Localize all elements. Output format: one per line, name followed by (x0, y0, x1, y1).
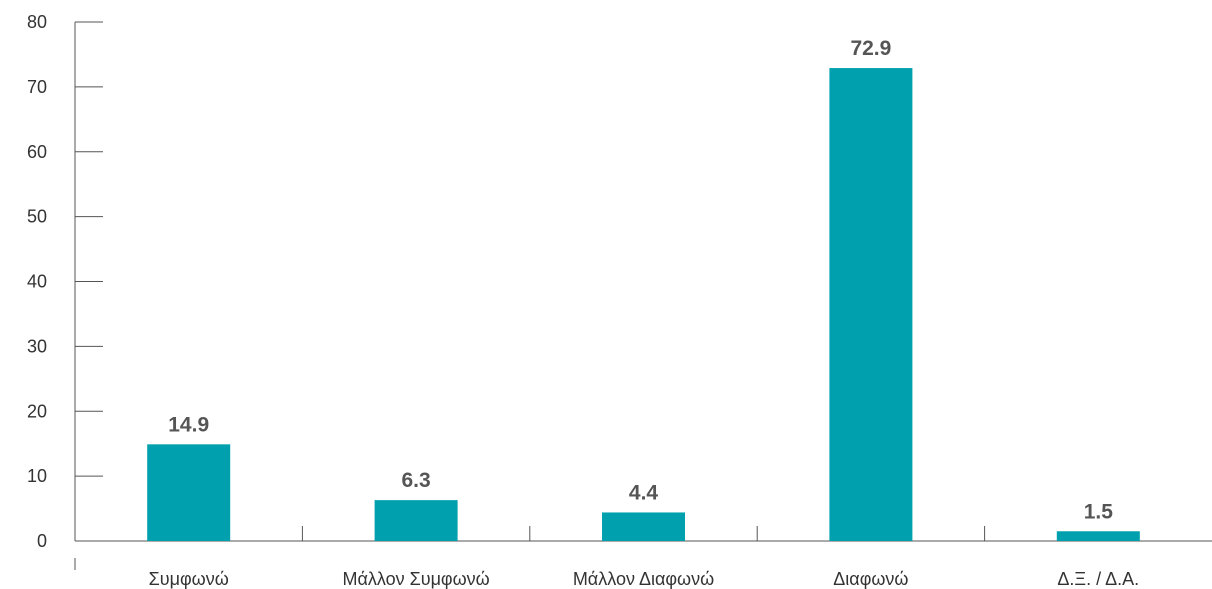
data-label: 4.4 (629, 481, 659, 504)
y-tick-label: 10 (27, 466, 47, 486)
x-tick-label: Μάλλον Συμφωνώ (342, 569, 489, 589)
bar-3 (829, 68, 913, 541)
x-tick-label: Συμφωνώ (149, 569, 229, 589)
x-tick-label: Μάλλον Διαφωνώ (573, 569, 714, 589)
data-label: 72.9 (850, 37, 891, 60)
y-tick-label: 30 (27, 336, 47, 356)
x-tick-label: Δ.Ξ. / Δ.Α. (1057, 569, 1139, 589)
y-tick-label: 50 (27, 207, 47, 227)
bar-1 (374, 500, 458, 541)
y-tick-label: 20 (27, 401, 47, 421)
labels: 14.9 Συμφωνώ 6.3 Μάλλον Συμφωνώ 4.4 Μάλλον Δι… (149, 37, 1140, 589)
y-tick-label: 70 (27, 77, 47, 97)
bar-0 (147, 444, 231, 541)
y-tick-label: 80 (27, 12, 47, 32)
bar-4 (1056, 531, 1140, 541)
y-tick-label: 60 (27, 142, 47, 162)
y-tick-label: 40 (27, 272, 47, 292)
data-label: 1.5 (1084, 500, 1114, 523)
bars (147, 68, 1140, 541)
bar-2 (602, 512, 685, 541)
data-label: 14.9 (168, 413, 209, 436)
x-tick-label: Διαφωνώ (833, 569, 908, 589)
data-label: 6.3 (401, 469, 430, 492)
y-tick-label: 0 (37, 531, 47, 551)
